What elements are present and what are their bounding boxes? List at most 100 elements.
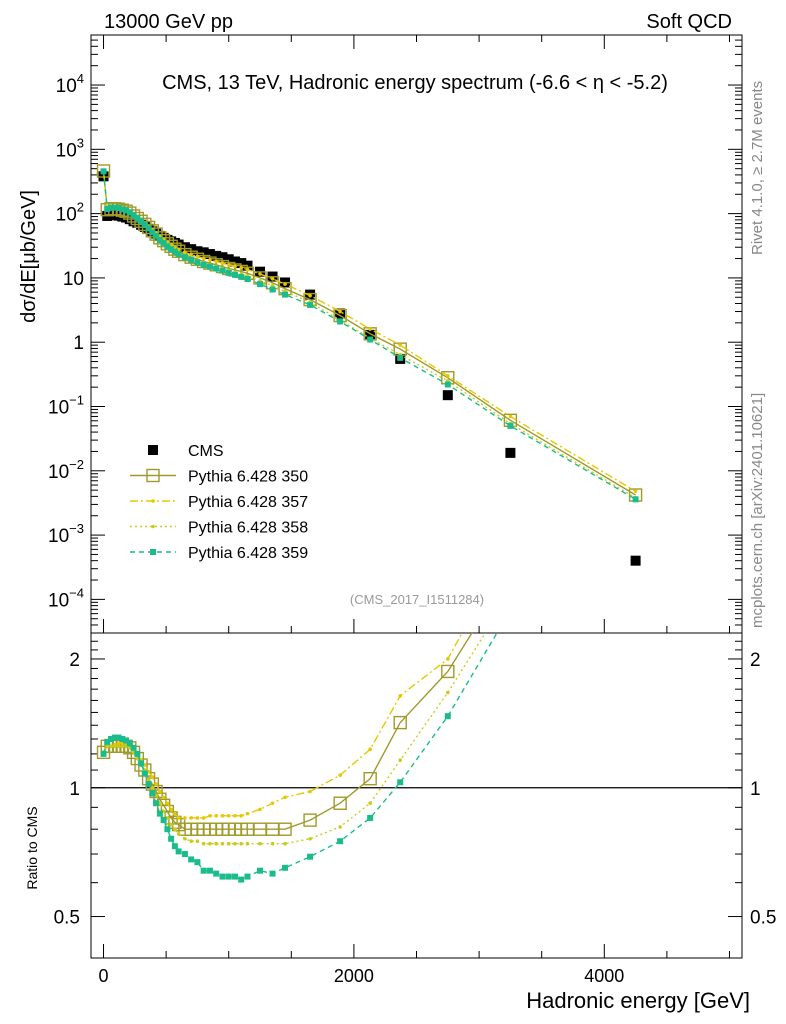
pythia-6-428-357-ratio-point	[220, 813, 225, 818]
pythia-6-428-359-point	[171, 248, 178, 255]
pythia-6-428-359-point	[115, 205, 122, 212]
pythia-6-428-359-point	[123, 207, 130, 214]
pythia-6-428-359-ratio-point	[119, 736, 126, 743]
pythia-6-428-359-ratio-point	[145, 781, 152, 788]
pythia-6-428-359-point	[188, 256, 195, 263]
header-right: Soft QCD	[646, 11, 732, 33]
pythia-6-428-359-ratio-point	[181, 851, 188, 858]
pythia-6-428-350-ratio-point	[240, 822, 255, 836]
legend-marker	[146, 468, 160, 483]
pythia-6-428-359-ratio-point	[231, 873, 238, 880]
pythia-6-428-357-ratio-point	[189, 816, 193, 820]
pythia-6-428-359-point	[367, 336, 374, 343]
cms-data-point	[236, 258, 247, 269]
pythia-6-428-358-ratio-point	[233, 841, 237, 846]
pythia-6-428-350-ratio-point	[393, 715, 407, 730]
pythia-6-428-357-ratio-point	[398, 694, 403, 698]
pythia-6-428-359-ratio-point	[141, 770, 148, 777]
pythia-6-428-358-ratio-point	[214, 841, 218, 846]
pythia-6-428-358-ratio-point	[169, 822, 173, 827]
pythia-6-428-359-point	[145, 225, 152, 232]
pythia-6-428-358-ratio-point	[368, 801, 372, 806]
pythia-6-428-357-point	[445, 374, 450, 378]
pythia-6-428-357-point	[283, 282, 287, 286]
series-cms	[98, 171, 641, 566]
pythia-6-428-359-ratio-point	[108, 736, 115, 743]
pythia-6-428-359-point	[282, 291, 289, 298]
cms-data-point	[198, 247, 209, 258]
x-tick-label: 2000	[334, 966, 374, 986]
pythia-6-428-350-ratio-point	[333, 796, 347, 810]
pythia-6-428-358-ratio-point	[116, 744, 121, 749]
pythia-6-428-357-point	[208, 258, 212, 262]
pythia-6-428-358-ratio-point	[189, 839, 193, 844]
legend-label: Pythia 6.428 359	[188, 545, 308, 562]
pythia-6-428-350-ratio-line	[102, 633, 473, 830]
plot-title: CMS, 13 TeV, Hadronic energy spectrum (-…	[162, 72, 668, 94]
pythia-6-428-358-ratio-point	[201, 841, 206, 846]
cms-data-point	[365, 329, 376, 340]
pythia-6-428-359-point	[238, 273, 245, 280]
pythia-6-428-357-point	[633, 489, 638, 494]
pythia-6-428-357-point	[214, 259, 218, 264]
pythia-6-428-359-point	[119, 206, 126, 213]
pythia-6-428-358-ratio-point	[509, 591, 513, 595]
main-frame	[90, 34, 743, 634]
pythia-6-428-359-ratio-point	[111, 734, 118, 741]
pythia-6-428-359-ratio-point	[171, 843, 178, 850]
pythia-6-428-357-ratio-point	[158, 789, 162, 794]
cms-data-point	[630, 555, 641, 566]
pythia-6-428-357-ratio-point	[161, 795, 166, 800]
pythia-6-428-357-point	[239, 265, 244, 270]
cms-data-point	[211, 250, 222, 261]
cms-data-point	[217, 252, 228, 263]
legend-label: Pythia 6.428 358	[188, 520, 308, 537]
pythia-6-428-359-point	[200, 261, 207, 268]
pythia-6-428-359-point	[111, 204, 118, 211]
pythia-6-428-357-ratio-point	[509, 543, 513, 547]
pythia-6-428-358-ratio-point	[283, 841, 287, 846]
pythia-6-428-359-ratio-point	[194, 859, 201, 866]
pythia-6-428-359-ratio-point	[100, 750, 107, 757]
pythia-6-428-359-point	[225, 269, 232, 276]
pythia-6-428-357-point	[398, 343, 403, 347]
legend-cms-marker	[148, 445, 158, 455]
pythia-6-428-359-ratio-point	[219, 873, 226, 880]
y-tick-label: 103	[56, 135, 84, 161]
pythia-6-428-358-ratio-point	[634, 368, 638, 372]
pythia-6-428-359-ratio-point	[126, 740, 133, 747]
pythia-6-428-350-ratio-point	[253, 822, 267, 836]
pythia-6-428-357-point	[338, 309, 342, 314]
pythia-6-428-358-ratio-point	[176, 832, 181, 836]
pythia-6-428-359-ratio-point	[244, 873, 251, 880]
pythia-6-428-358-ratio-point	[398, 758, 403, 762]
pythia-6-428-350-ratio-point	[363, 771, 377, 786]
pythia-6-428-358-ratio-point	[258, 841, 262, 846]
pythia-6-428-358-ratio-point	[270, 841, 275, 846]
pythia-6-428-359-point	[337, 318, 344, 325]
pythia-6-428-357-ratio-point	[368, 747, 372, 752]
pythia-6-428-359-point	[175, 251, 182, 258]
pythia-6-428-359-point	[160, 239, 167, 246]
pythia-6-428-357-ratio-point	[445, 657, 450, 661]
pythia-6-428-357-ratio-point	[116, 741, 121, 746]
legend-item-pythia-6-428-357: Pythia 6.428 357	[130, 494, 308, 511]
pythia-6-428-350-ratio-point	[303, 813, 317, 827]
pythia-6-428-359-ratio-point	[337, 838, 344, 845]
pythia-6-428-359-point	[632, 496, 639, 503]
pythia-6-428-359-ratio-point	[175, 848, 182, 855]
pythia-6-428-359-point	[219, 267, 226, 274]
cms-data-point	[335, 308, 346, 319]
ratio-tick-label: 0.5	[54, 908, 80, 929]
pythia-6-428-358-ratio-point	[226, 841, 231, 846]
pythia-6-428-359-ratio-point	[138, 760, 145, 767]
pythia-6-428-359-ratio-point	[367, 814, 374, 821]
cms-data-point	[204, 249, 215, 260]
pythia-6-428-357-point	[233, 264, 237, 269]
pythia-6-428-357-ratio-point	[201, 816, 206, 820]
legend-item-pythia-6-428-358: Pythia 6.428 358	[130, 520, 308, 537]
pythia-6-428-359-ratio-point	[213, 870, 220, 877]
pythia-6-428-357-point	[368, 327, 372, 331]
pythia-6-428-357-ratio-point	[173, 811, 177, 816]
pythia-6-428-357-ratio-point	[150, 775, 155, 779]
